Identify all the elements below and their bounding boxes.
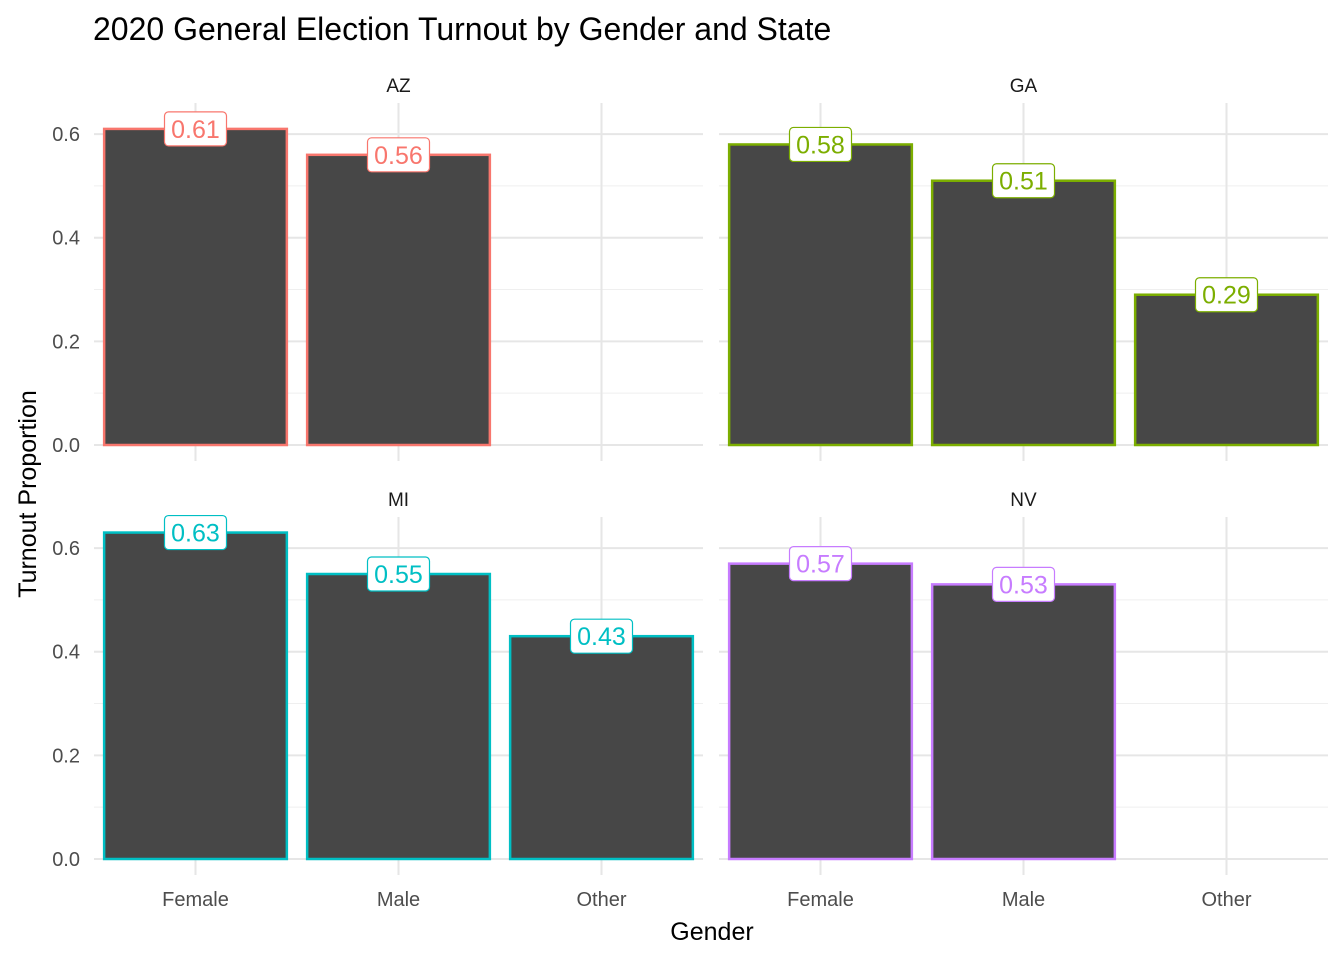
value-label-box bbox=[569, 618, 634, 654]
bar-mi-other bbox=[508, 634, 695, 861]
value-label-box bbox=[991, 163, 1056, 199]
value-label: 0.55 bbox=[374, 561, 423, 589]
x-tick-label: Female bbox=[162, 889, 229, 911]
bar-mi-male bbox=[305, 572, 492, 861]
value-label-box bbox=[788, 546, 853, 582]
y-tick-label: 0.0 bbox=[52, 849, 80, 871]
value-label: 0.63 bbox=[171, 520, 220, 548]
y-tick-label: 0.0 bbox=[52, 435, 80, 457]
x-tick-label: Male bbox=[377, 889, 420, 911]
value-label: 0.43 bbox=[577, 623, 626, 651]
y-tick-label: 0.4 bbox=[52, 642, 80, 664]
facet-strip-label: AZ bbox=[386, 76, 411, 97]
bar-ga-female bbox=[727, 143, 914, 447]
bar-ga-other bbox=[1133, 293, 1320, 447]
facet-strip-label: MI bbox=[388, 490, 409, 511]
facet-panel-nv: NV Female Male Other 0.57 0.53 bbox=[719, 490, 1328, 911]
value-label: 0.51 bbox=[999, 168, 1048, 196]
y-tick-label: 0.4 bbox=[52, 228, 80, 250]
facet-strip-label: NV bbox=[1010, 490, 1037, 511]
facet-panel-mi: MI 0.0 0.2 0.4 0.6 Female Male Other 0.63 0.55 0.4… bbox=[52, 490, 703, 911]
value-label-box bbox=[788, 126, 853, 163]
value-label-box bbox=[163, 111, 228, 147]
y-tick-label: 0.2 bbox=[52, 331, 80, 353]
x-tick-label: Other bbox=[1201, 889, 1251, 911]
facet-panel-az: AZ 0.0 0.2 0.4 0.6 0.61 0.56 bbox=[52, 76, 703, 461]
value-label: 0.61 bbox=[171, 116, 220, 144]
x-axis-title: Gender bbox=[670, 918, 753, 946]
x-tick-label: Other bbox=[576, 889, 626, 911]
value-label-box bbox=[366, 137, 431, 173]
value-label-box bbox=[1194, 277, 1259, 313]
value-label-box bbox=[991, 566, 1056, 602]
y-tick-label: 0.6 bbox=[52, 124, 80, 146]
value-label: 0.53 bbox=[999, 571, 1048, 599]
facet-strip-label: GA bbox=[1010, 76, 1038, 97]
y-tick-label: 0.2 bbox=[52, 745, 80, 767]
bar-az-male bbox=[305, 153, 492, 447]
x-tick-label: Female bbox=[787, 889, 854, 911]
value-label-box bbox=[163, 514, 228, 551]
y-axis-title: Turnout Proportion bbox=[14, 390, 42, 598]
bar-nv-female bbox=[727, 562, 914, 861]
facet-panel-ga: GA 0.58 0.51 0.29 bbox=[719, 76, 1328, 461]
value-label: 0.58 bbox=[796, 131, 845, 159]
facet-panels: AZ 0.0 0.2 0.4 0.6 0.61 0.56 GA 0.58 0.51 0.29 MI 0.… bbox=[52, 76, 1328, 911]
y-tick-label: 0.6 bbox=[52, 538, 80, 560]
value-label: 0.56 bbox=[374, 142, 423, 170]
bar-az-female bbox=[102, 127, 289, 447]
value-label: 0.29 bbox=[1202, 282, 1251, 310]
value-label: 0.57 bbox=[796, 551, 845, 579]
bar-mi-female bbox=[102, 531, 289, 861]
x-tick-label: Male bbox=[1002, 889, 1045, 911]
bar-ga-male bbox=[930, 179, 1117, 447]
value-label-box bbox=[366, 556, 431, 592]
bar-nv-male bbox=[930, 583, 1117, 861]
chart-title: 2020 General Election Turnout by Gender … bbox=[93, 11, 831, 47]
